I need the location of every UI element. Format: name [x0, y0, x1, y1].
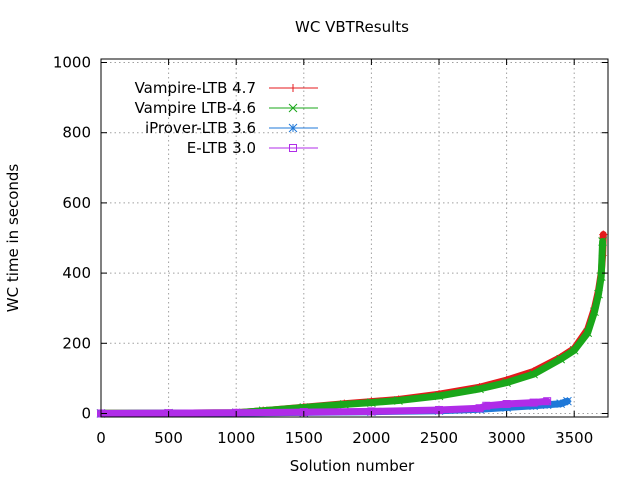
y-axis-label: WC time in seconds [4, 164, 22, 313]
x-tick-label: 3000 [488, 429, 526, 447]
square-point-marker [502, 400, 511, 409]
x-point-marker [434, 391, 444, 401]
x-tick-label: 3500 [555, 429, 593, 447]
x-tick-label: 1500 [285, 429, 323, 447]
x-point-marker [502, 378, 511, 387]
plus-point-marker [289, 84, 297, 92]
x-tick-label: 0 [96, 429, 106, 447]
x-point-marker [556, 354, 566, 364]
x-point-marker [594, 289, 603, 299]
x-axis-label: Solution number [290, 457, 415, 475]
y-tick-label: 0 [81, 404, 91, 422]
legend-label: Vampire LTB-4.6 [135, 99, 256, 117]
x-point-marker [475, 384, 484, 394]
x-point-marker [340, 400, 349, 409]
grid-lines [101, 59, 608, 417]
legend-label: E-LTB 3.0 [187, 139, 256, 157]
x-point-marker [529, 369, 538, 379]
series-2 [96, 237, 607, 418]
y-tick-label: 400 [62, 264, 91, 282]
series-layer [96, 230, 608, 418]
x-point-marker [598, 237, 607, 246]
axis-ticks: 0 500 1000 1500 2000 2500 3000 3500 0 200 400 600 80… [53, 54, 608, 447]
x-point-marker [394, 396, 403, 405]
x-point-marker [288, 103, 298, 113]
series-1 [97, 230, 608, 418]
star-point-marker [288, 123, 298, 133]
x-tick-label: 500 [154, 429, 183, 447]
legend-label: Vampire-LTB 4.7 [135, 79, 256, 97]
y-tick-label: 200 [62, 334, 91, 352]
star-point-marker [563, 396, 572, 406]
legend-label: iProver-LTB 3.6 [145, 119, 256, 137]
x-point-marker [367, 398, 376, 407]
x-tick-label: 2000 [352, 429, 390, 447]
square-point-marker [543, 397, 552, 406]
square-point-marker [482, 401, 491, 410]
x-tick-label: 2500 [420, 429, 458, 447]
y-tick-label: 600 [62, 194, 91, 212]
x-tick-label: 1000 [217, 429, 255, 447]
y-tick-label: 800 [62, 124, 91, 142]
square-point-marker [289, 144, 297, 152]
y-tick-label: 1000 [53, 54, 91, 72]
star-point-marker [556, 399, 566, 409]
legend: Vampire-LTB 4.7 Vampire LTB-4.6 iProver-LT… [135, 79, 318, 157]
x-point-marker [590, 307, 599, 317]
series-line [97, 238, 607, 417]
series-line [97, 397, 551, 417]
plus-point-marker [599, 230, 608, 239]
series-line [97, 231, 607, 417]
x-point-marker [596, 272, 606, 281]
square-point-marker [529, 398, 538, 407]
plot-frame [100, 58, 609, 418]
chart-title: WC VBTResults [295, 18, 409, 36]
x-point-marker [569, 345, 579, 355]
x-point-marker [583, 328, 593, 338]
